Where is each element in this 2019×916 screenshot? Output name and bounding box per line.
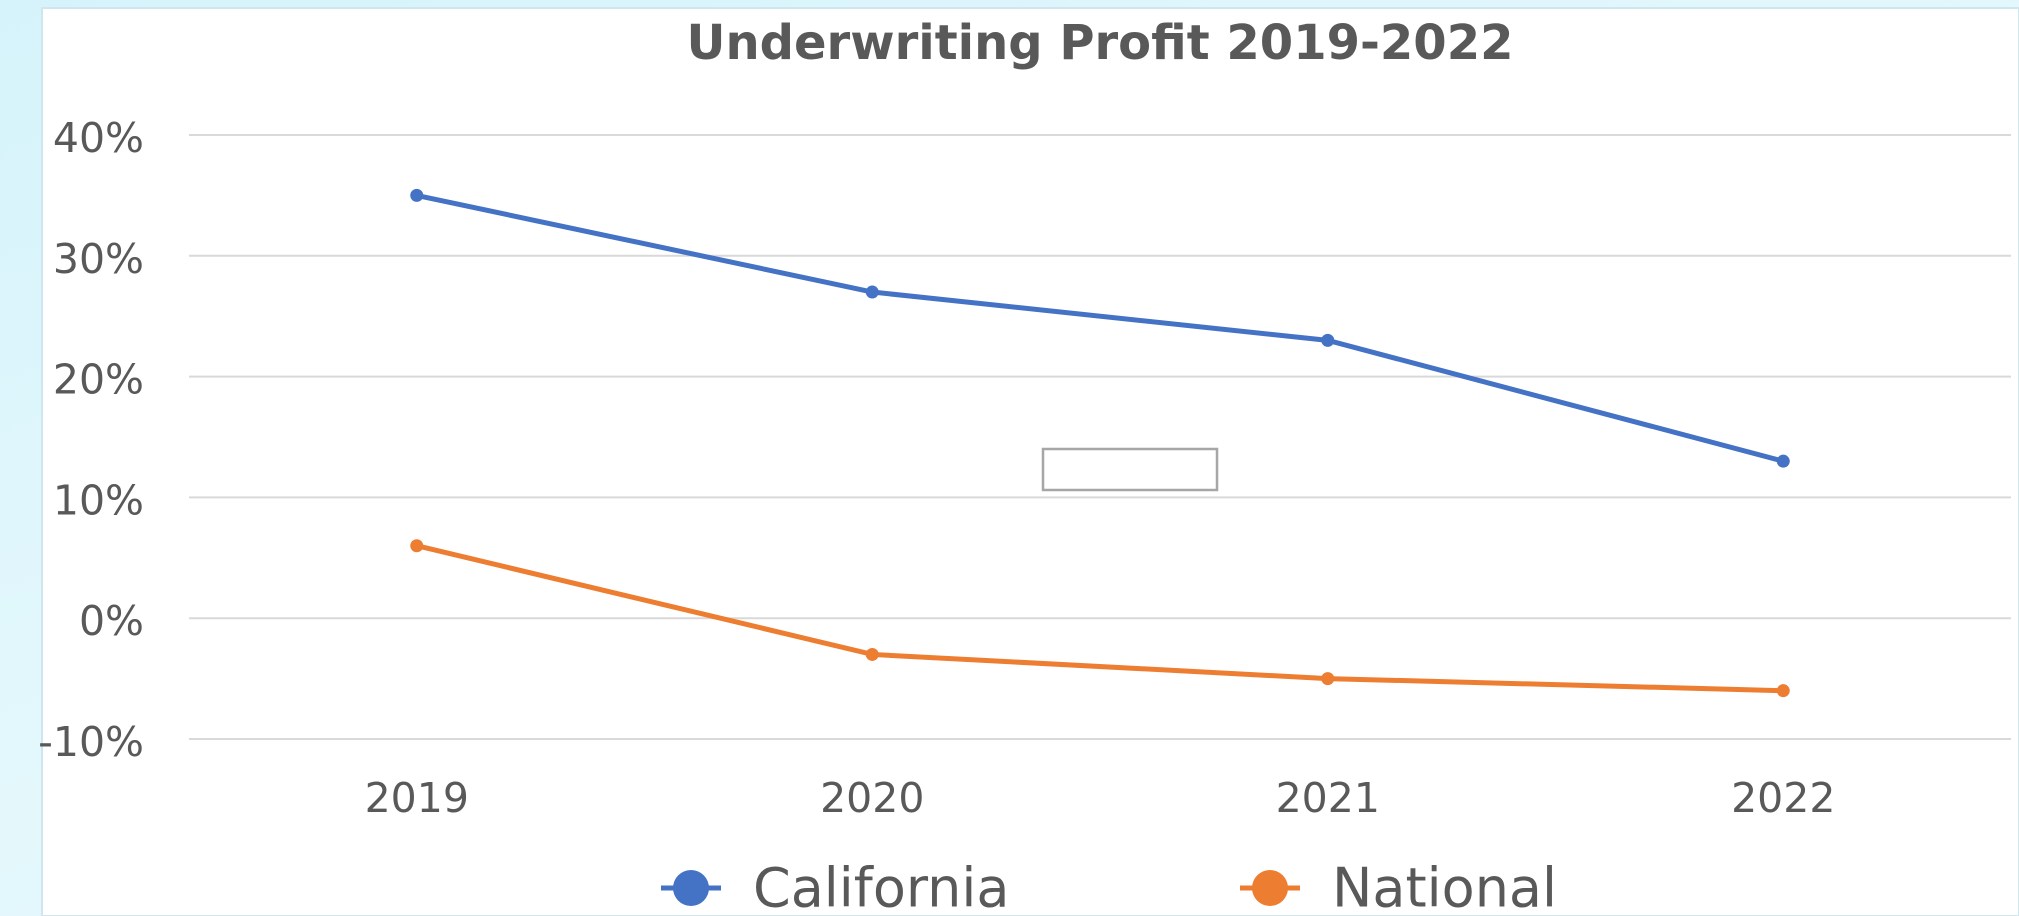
- data-point: [865, 647, 879, 661]
- legend-marker: [1252, 870, 1288, 906]
- data-point: [865, 285, 879, 299]
- legend-label: National: [1332, 857, 1557, 916]
- data-point: [1776, 454, 1790, 468]
- empty-box: [1041, 447, 1219, 492]
- x-tick-label: 2020: [820, 774, 924, 822]
- data-point: [1321, 672, 1335, 686]
- x-tick-label: 2019: [365, 774, 469, 822]
- y-tick-label: 20%: [53, 356, 144, 404]
- y-tick-label: 10%: [53, 476, 144, 524]
- y-tick-label: 40%: [53, 114, 144, 162]
- legend-label: California: [753, 857, 1009, 916]
- chart-panel: [41, 7, 2019, 916]
- y-tick-label: 30%: [53, 235, 144, 283]
- chart-title: Underwriting Profit 2019-2022: [686, 15, 1513, 71]
- data-point: [410, 539, 424, 553]
- legend-marker: [673, 870, 709, 906]
- x-tick-label: 2022: [1731, 774, 1835, 822]
- data-point: [1776, 684, 1790, 698]
- series-line: [416, 543, 1784, 694]
- y-tick-label: -10%: [38, 718, 144, 766]
- y-tick-label: 0%: [79, 597, 144, 645]
- data-point: [410, 188, 424, 202]
- series-line: [416, 192, 1784, 464]
- data-point: [1321, 333, 1335, 347]
- x-tick-label: 2021: [1276, 774, 1380, 822]
